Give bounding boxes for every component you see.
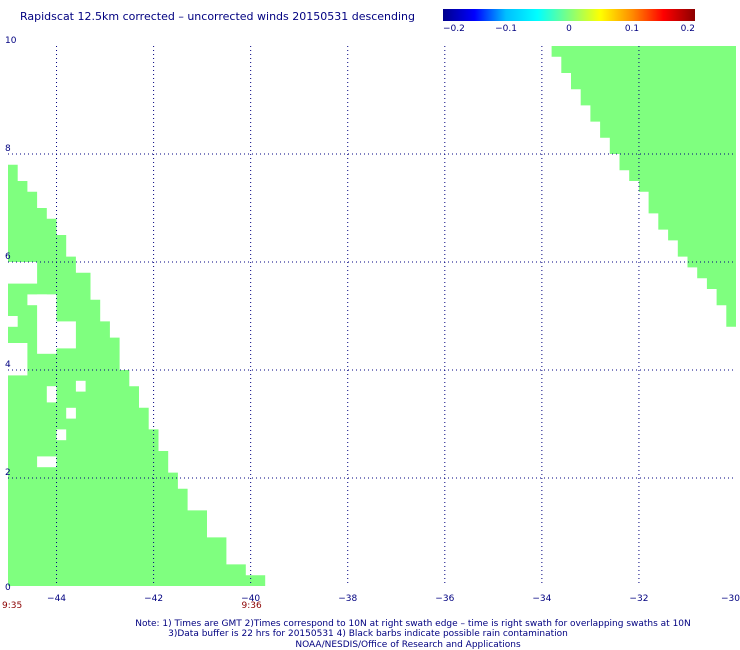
y-tick-label: 4 <box>5 360 11 370</box>
y-tick-label: 0 <box>5 583 11 593</box>
colorbar: −0.2 −0.1 0 0.1 0.2 <box>443 9 695 34</box>
data-gap <box>8 316 18 327</box>
x-tick-label: −30 <box>721 594 740 604</box>
y-axis-ticks: 0 2 4 6 8 10 <box>5 36 17 593</box>
data-gap <box>46 386 57 403</box>
colorbar-ticks: −0.2 −0.1 0 0.1 0.2 <box>443 24 695 34</box>
swath-time-label: 9:36 <box>242 601 262 611</box>
colorbar-tick-label: 0.1 <box>625 24 639 34</box>
x-tick-label: −44 <box>47 594 66 604</box>
x-tick-label: −32 <box>629 594 648 604</box>
data-gap <box>8 262 38 284</box>
note-line-2: 3)Data buffer is 22 hrs for 20150531 4) … <box>168 629 568 639</box>
data-gap <box>66 407 76 419</box>
x-tick-label: −42 <box>144 594 163 604</box>
colorbar-tick-label: −0.1 <box>495 24 517 34</box>
y-tick-label: 10 <box>5 36 17 46</box>
colorbar-tick-label: 0 <box>566 24 572 34</box>
x-axis-ticks: −44 −42 −40 −38 −36 −34 −32 −30 <box>47 594 740 604</box>
left-swath <box>8 164 266 587</box>
data-gap <box>56 321 76 349</box>
x-tick-label: −34 <box>532 594 551 604</box>
x-tick-label: −36 <box>435 594 454 604</box>
note-line-1: Note: 1) Times are GMT 2)Times correspon… <box>135 619 691 629</box>
colorbar-tick-label: 0.2 <box>681 24 695 34</box>
note-line-3: NOAA/NESDIS/Office of Research and Appli… <box>295 640 521 650</box>
y-tick-label: 8 <box>5 144 11 154</box>
y-tick-label: 6 <box>5 252 11 262</box>
right-swath <box>551 46 736 327</box>
swath-times: 9:35 9:36 <box>2 601 262 611</box>
footer-notes: Note: 1) Times are GMT 2)Times correspon… <box>135 619 691 650</box>
colorbar-tick-label: −0.2 <box>443 24 465 34</box>
x-tick-label: −40 <box>241 594 260 604</box>
chart-title: Rapidscat 12.5km corrected – uncorrected… <box>20 10 415 23</box>
grid-lines <box>8 46 736 586</box>
swath-layer <box>8 46 736 587</box>
x-tick-label: −38 <box>338 594 357 604</box>
data-gap <box>75 380 86 392</box>
data-gap <box>37 294 57 354</box>
data-gap <box>56 429 67 441</box>
data-gap <box>37 456 57 468</box>
data-gap <box>8 343 28 376</box>
y-tick-label: 2 <box>5 468 11 478</box>
colorbar-ramp <box>443 9 695 21</box>
swath-time-label: 9:35 <box>2 601 22 611</box>
